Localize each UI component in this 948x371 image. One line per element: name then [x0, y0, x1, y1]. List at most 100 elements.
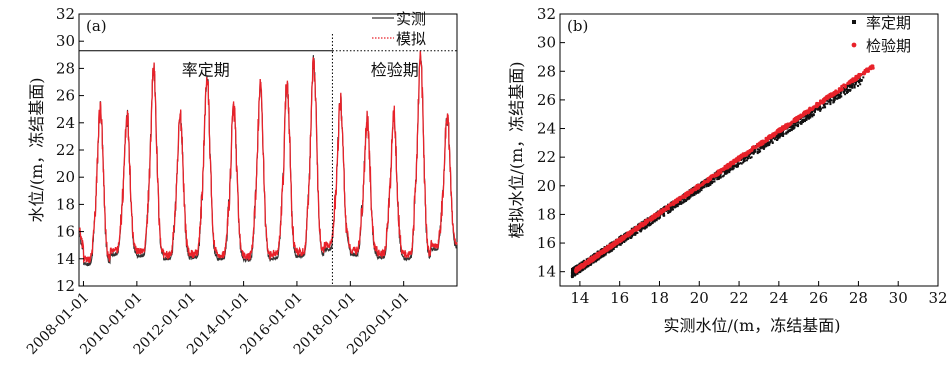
calibration-point	[574, 273, 577, 276]
calibration-point	[797, 125, 799, 128]
calibration-point	[693, 193, 696, 196]
calibration-point	[809, 113, 812, 116]
validation-point	[784, 124, 788, 128]
calibration-point	[797, 121, 799, 124]
x-tick-label: 26	[809, 289, 828, 307]
series-simulated-line	[78, 50, 458, 264]
legend-calibration-label: 率定期	[866, 14, 911, 32]
calibration-point	[814, 108, 817, 111]
x-tick-label: 24	[769, 289, 788, 307]
calibration-point	[736, 164, 738, 167]
calibration-point	[760, 146, 763, 149]
calibration-point	[842, 91, 845, 94]
validation-point	[579, 264, 583, 268]
calibration-point	[607, 251, 610, 254]
calibration-point	[779, 134, 782, 137]
calibration-point	[700, 189, 703, 192]
calibration-point	[768, 141, 771, 144]
calibration-point	[713, 180, 716, 183]
calibration-point	[750, 151, 753, 154]
calibration-point	[693, 192, 696, 195]
calibration-point	[698, 190, 701, 193]
calibration-point	[857, 84, 859, 87]
calibration-point	[634, 233, 636, 236]
calibration-point	[706, 183, 709, 185]
calibration-point	[674, 205, 677, 208]
y-tick-label: 30	[56, 32, 75, 50]
calibration-point	[583, 259, 585, 262]
calibration-point	[680, 202, 682, 205]
calibration-point	[763, 142, 766, 145]
calibration-point	[771, 141, 774, 144]
y-tick-label: 12	[56, 277, 75, 295]
validation-point	[597, 254, 601, 258]
calibration-point	[688, 196, 691, 199]
calibration-point	[837, 92, 840, 95]
validation-point	[708, 176, 712, 181]
calibration-point	[679, 200, 682, 203]
calibration-point	[801, 119, 804, 122]
calibration-point	[732, 165, 735, 168]
legend-calibration-marker	[852, 20, 856, 24]
validation-point	[862, 71, 866, 75]
y-tick-label: 26	[56, 87, 75, 105]
calibration-point	[646, 217, 649, 220]
validation-point	[746, 150, 750, 154]
y-tick-label: 14	[56, 250, 75, 268]
validation-point	[783, 126, 787, 131]
validation-point	[698, 184, 702, 188]
panel-a-y-ticks: 12 14 16 18 20 22 24 26 28 30 32	[56, 5, 84, 295]
y-tick-label: 18	[56, 195, 75, 213]
calibration-point	[600, 248, 603, 251]
calibration-point	[645, 224, 647, 227]
calibration-point	[819, 105, 821, 108]
calibration-point	[782, 135, 785, 137]
calibration-point	[766, 144, 769, 147]
calibration-point	[625, 238, 628, 241]
validation-point	[653, 216, 657, 220]
calibration-point	[759, 150, 762, 153]
y-tick-label: 32	[56, 5, 75, 23]
validation-point	[761, 141, 765, 145]
calibration-point	[572, 268, 575, 271]
calibration-point	[572, 267, 575, 270]
calibration-point	[836, 97, 839, 100]
calibration-point	[627, 237, 630, 240]
calibration-point	[774, 136, 777, 139]
calibration-point	[845, 87, 848, 90]
calibration-point	[600, 254, 603, 257]
validation-point	[607, 246, 611, 250]
calibration-point	[862, 76, 865, 79]
calibration-point	[652, 220, 655, 223]
calibration-point	[829, 103, 832, 106]
calibration-point	[850, 84, 853, 87]
x-tick-label: 32	[928, 289, 947, 307]
calibration-point	[758, 149, 761, 151]
calibration-point	[859, 83, 862, 86]
calibration-point	[827, 100, 830, 103]
calibration-point	[583, 267, 586, 270]
validation-point	[690, 190, 694, 194]
x-tick-label: 18	[650, 289, 669, 307]
panel-b-legend: 率定期 检验期	[851, 14, 911, 55]
calibration-point	[665, 210, 668, 213]
validation-point	[811, 107, 815, 111]
calibration-point	[819, 109, 822, 112]
validation-point	[741, 154, 745, 158]
calibration-point	[756, 152, 759, 155]
calibration-point	[719, 173, 722, 176]
calibration-point	[843, 88, 846, 91]
calibration-point	[765, 145, 768, 148]
calibration-point	[754, 150, 757, 153]
panel-b-x-axis-label: 实测水位/(m，冻结基面)	[663, 316, 840, 335]
calibration-point	[718, 175, 721, 178]
validation-point	[855, 75, 859, 79]
calibration-point	[756, 150, 759, 153]
calibration-point	[736, 162, 739, 165]
calibration-point	[818, 107, 821, 109]
calibration-point	[638, 228, 641, 231]
y-tick-label: 18	[537, 205, 556, 223]
y-tick-label: 28	[537, 62, 556, 80]
calibration-point	[673, 204, 676, 207]
calibration-point	[578, 271, 581, 273]
